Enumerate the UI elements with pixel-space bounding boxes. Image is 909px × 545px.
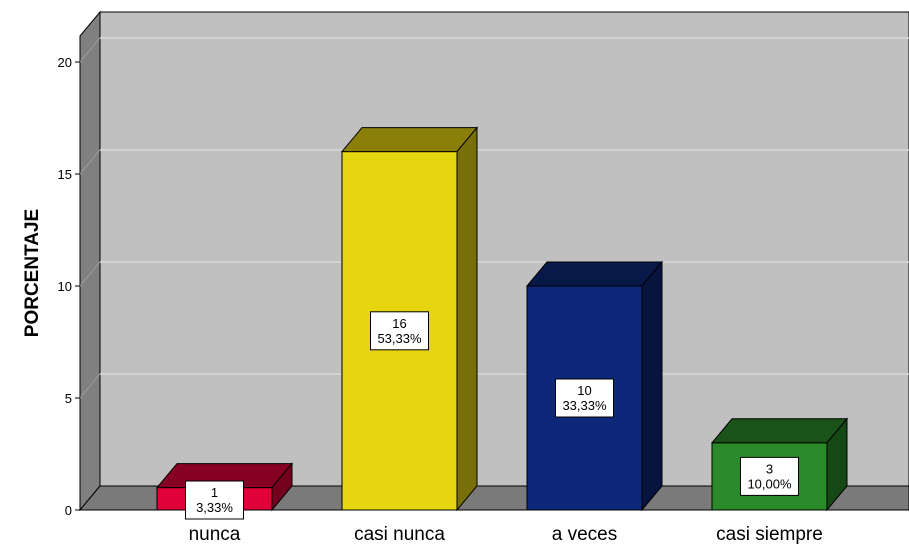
data-label: 13,33% (185, 480, 244, 520)
bar-side (271, 462, 293, 512)
data-label-percent: 3,33% (196, 500, 233, 515)
x-tick-label: casi nunca (354, 524, 445, 545)
y-tick-label: 5 (65, 391, 72, 406)
data-label-box (370, 311, 429, 351)
y-tick-label: 15 (58, 167, 72, 182)
data-label-percent: 53,33% (377, 331, 422, 346)
x-tick-label: a veces (552, 524, 617, 545)
back-wall (99, 11, 909, 487)
data-label-count: 3 (766, 461, 773, 476)
bar-top (710, 418, 849, 444)
bar-top (525, 261, 664, 287)
grid-lines (79, 37, 909, 399)
grid-line-side (79, 261, 101, 287)
x-tick-label: casi siempre (716, 524, 823, 545)
x-axis-labels: nunca casi nunca a veces casi siempre (189, 524, 823, 545)
bar-nunca: 13,33% (155, 462, 294, 520)
bar-top (340, 127, 479, 153)
data-label-percent: 33,33% (562, 398, 607, 413)
side-wall (79, 10, 101, 512)
y-tick-label: 20 (58, 55, 72, 70)
y-tick-label: 0 (65, 503, 72, 518)
y-axis-label: PORCENTAJE (22, 209, 43, 337)
bar-side (456, 126, 478, 512)
chart-walls (78, 10, 909, 512)
y-axis-ticks: 0 5 10 15 20 (58, 55, 80, 518)
bar-side (826, 417, 848, 512)
data-label-percent: 10,00% (747, 476, 792, 491)
x-tick-label: nunca (189, 524, 241, 545)
data-label-box (555, 378, 614, 418)
y-tick-label: 10 (58, 279, 72, 294)
bar-casi-siempre: 310,00% (710, 417, 849, 512)
data-label-box (185, 480, 244, 520)
data-label: 310,00% (740, 456, 799, 496)
bar-side (641, 260, 663, 512)
data-label-count: 16 (392, 316, 406, 331)
grid-line-side (79, 37, 101, 63)
data-label-count: 10 (577, 383, 591, 398)
data-label-count: 1 (211, 485, 218, 500)
grid-line-side (79, 149, 101, 175)
grid-line-side (79, 373, 101, 399)
data-label-box (740, 456, 799, 496)
